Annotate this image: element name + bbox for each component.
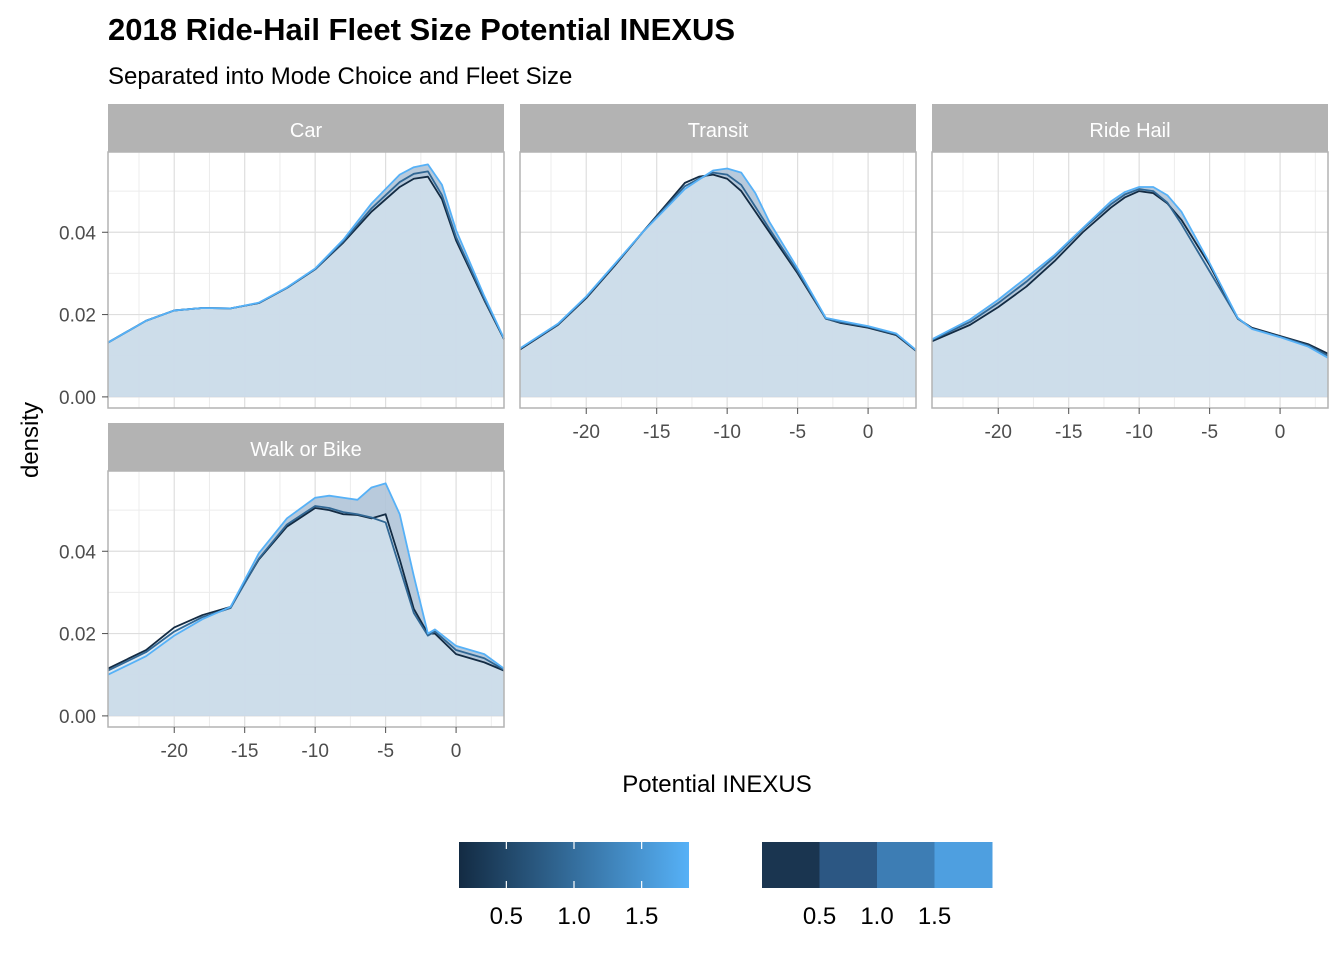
facet-label: Ride Hail (1089, 120, 1170, 142)
panel-walk-or-bike: Walk or Bike 0.00 0.02 0.04 -20 -15 -10 -5 0 (59, 423, 505, 762)
legends: 0.5 1.0 1.5 0.5 1.0 1.5 (459, 842, 993, 930)
legend-bin (934, 842, 993, 888)
x-tick-label: 0 (863, 422, 874, 443)
legend-label: 1.0 (557, 903, 590, 930)
facet-label: Car (290, 120, 323, 142)
legend-bin (877, 842, 935, 888)
x-axis-title: Potential INEXUS (622, 771, 811, 798)
legend-label: 0.5 (803, 903, 836, 930)
density-area (520, 174, 916, 397)
facet-strip (108, 104, 504, 152)
x-tick-label: -5 (1201, 422, 1218, 443)
y-tick-label: 0.00 (59, 388, 96, 409)
density-area (108, 176, 504, 397)
legend-bin (819, 842, 878, 888)
x-tick-label: 0 (1275, 422, 1286, 443)
y-tick-label: 0.02 (59, 306, 96, 327)
x-tick-label: -10 (301, 741, 328, 762)
continuous-color-legend: 0.5 1.0 1.5 (459, 842, 689, 930)
x-tick-label: -20 (161, 741, 188, 762)
y-tick-label: 0.00 (59, 707, 96, 728)
panel-border (931, 151, 1329, 409)
facet-strip (520, 104, 916, 152)
x-tick-label: -10 (1125, 422, 1152, 443)
panel-border (107, 470, 505, 728)
x-tick-label: -15 (643, 422, 670, 443)
legend-label: 0.5 (490, 903, 523, 930)
legend-bin (762, 842, 820, 888)
x-tick-label: -15 (231, 741, 258, 762)
panel-border (519, 151, 917, 409)
facet-label: Transit (688, 120, 749, 142)
x-tick-label: -5 (377, 741, 394, 762)
density-line (519, 167, 917, 351)
density-area (932, 191, 1328, 397)
panel-transit: Transit -20 -15 -10 -5 0 (519, 104, 917, 443)
y-tick-label: 0.04 (59, 542, 96, 563)
facet-strip (108, 423, 504, 471)
x-tick-label: -15 (1055, 422, 1082, 443)
chart-subtitle: Separated into Mode Choice and Fleet Siz… (108, 63, 572, 90)
facet-strip (932, 104, 1328, 152)
facet-label: Walk or Bike (250, 439, 362, 461)
density-line (107, 482, 505, 676)
x-tick-label: 0 (451, 741, 462, 762)
legend-label: 1.0 (860, 903, 893, 930)
panel-car: Car 0.00 0.02 0.04 (59, 104, 505, 409)
x-tick-label: -10 (713, 422, 740, 443)
chart-title: 2018 Ride-Hail Fleet Size Potential INEX… (108, 12, 735, 47)
x-tick-label: -20 (573, 422, 600, 443)
legend-label: 1.5 (918, 903, 951, 930)
density-line (107, 507, 505, 672)
y-tick-label: 0.02 (59, 625, 96, 646)
binned-color-legend: 0.5 1.0 1.5 (762, 842, 993, 930)
color-gradient-bar (459, 842, 689, 888)
density-line (931, 186, 1329, 359)
density-line (107, 505, 505, 672)
panel-border (107, 151, 505, 409)
y-axis-title: density (17, 402, 44, 478)
density-line (107, 163, 505, 344)
density-area (108, 508, 504, 716)
x-tick-label: -20 (985, 422, 1012, 443)
panel-ride-hail: Ride Hail -20 -15 -10 -5 0 (931, 104, 1329, 443)
legend-label: 1.5 (625, 903, 658, 930)
y-tick-label: 0.04 (59, 223, 96, 244)
x-tick-label: -5 (789, 422, 806, 443)
